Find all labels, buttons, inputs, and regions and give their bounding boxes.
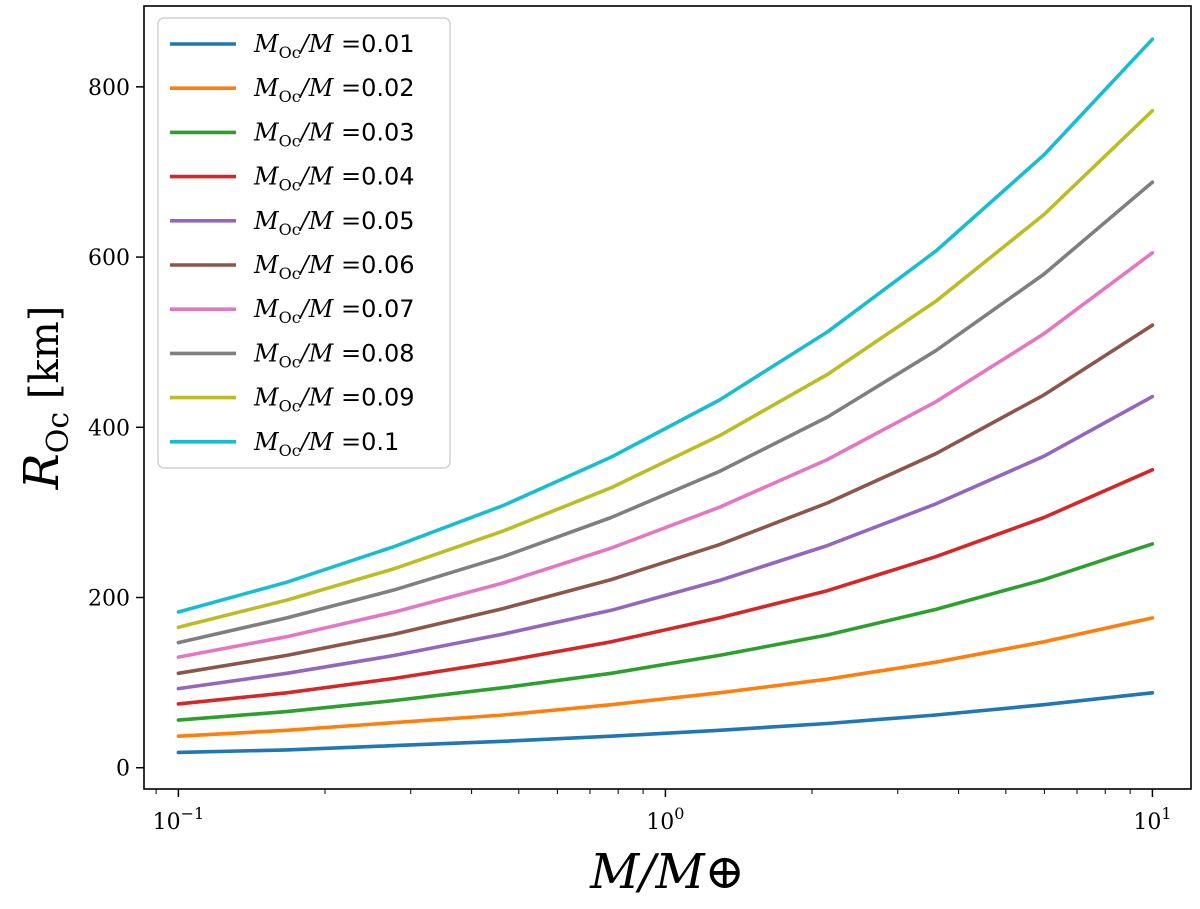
series-line-0.09 — [176, 108, 1155, 630]
series-line-0.04 — [176, 467, 1155, 706]
legend-label: MOc/M =0.09 — [253, 384, 415, 416]
x-tick-label: 101 — [1133, 804, 1171, 835]
y-axis-label: ROc [km] — [14, 306, 76, 491]
series-line-0.01 — [176, 690, 1155, 755]
series-line-0.03 — [176, 542, 1155, 722]
legend-label: MOc/M =0.08 — [253, 339, 415, 371]
legend: MOc/M =0.01 MOc/M =0.02 MOc/M =0.03 MOc/M =… — [157, 17, 451, 469]
series-line-0.06 — [176, 323, 1155, 676]
legend-label: MOc/M =0.02 — [253, 74, 415, 106]
legend-label: MOc/M =0.1 — [253, 428, 399, 460]
legend-label: MOc/M =0.07 — [253, 295, 415, 327]
y-tick-label: 200 — [88, 587, 130, 612]
series-line-0.1 — [176, 37, 1155, 614]
y-tick-label: 400 — [88, 416, 130, 441]
x-axis-label: M/M⊕ — [589, 844, 745, 900]
series-line-0.02 — [176, 616, 1155, 739]
plot-frame — [143, 5, 1192, 790]
y-tick-label: 600 — [88, 246, 130, 271]
x-tick-label: 10−1 — [153, 804, 205, 835]
legend-label: MOc/M =0.06 — [253, 251, 415, 283]
axis-ticks: 0 200 400 600 800 10−1 100 101 — [88, 76, 1172, 835]
legend-label: MOc/M =0.04 — [253, 163, 415, 195]
x-tick-label: 100 — [646, 804, 684, 835]
series-line-0.08 — [176, 180, 1155, 645]
series-line-0.07 — [176, 251, 1155, 659]
series-lines — [176, 37, 1155, 755]
y-tick-label: 0 — [116, 757, 130, 782]
legend-label: MOc/M =0.05 — [253, 207, 415, 239]
legend-box — [157, 17, 451, 469]
y-tick-label: 800 — [88, 76, 130, 101]
series-line-0.05 — [176, 394, 1155, 691]
legend-label: MOc/M =0.01 — [253, 30, 415, 62]
legend-label: MOc/M =0.03 — [253, 118, 415, 150]
